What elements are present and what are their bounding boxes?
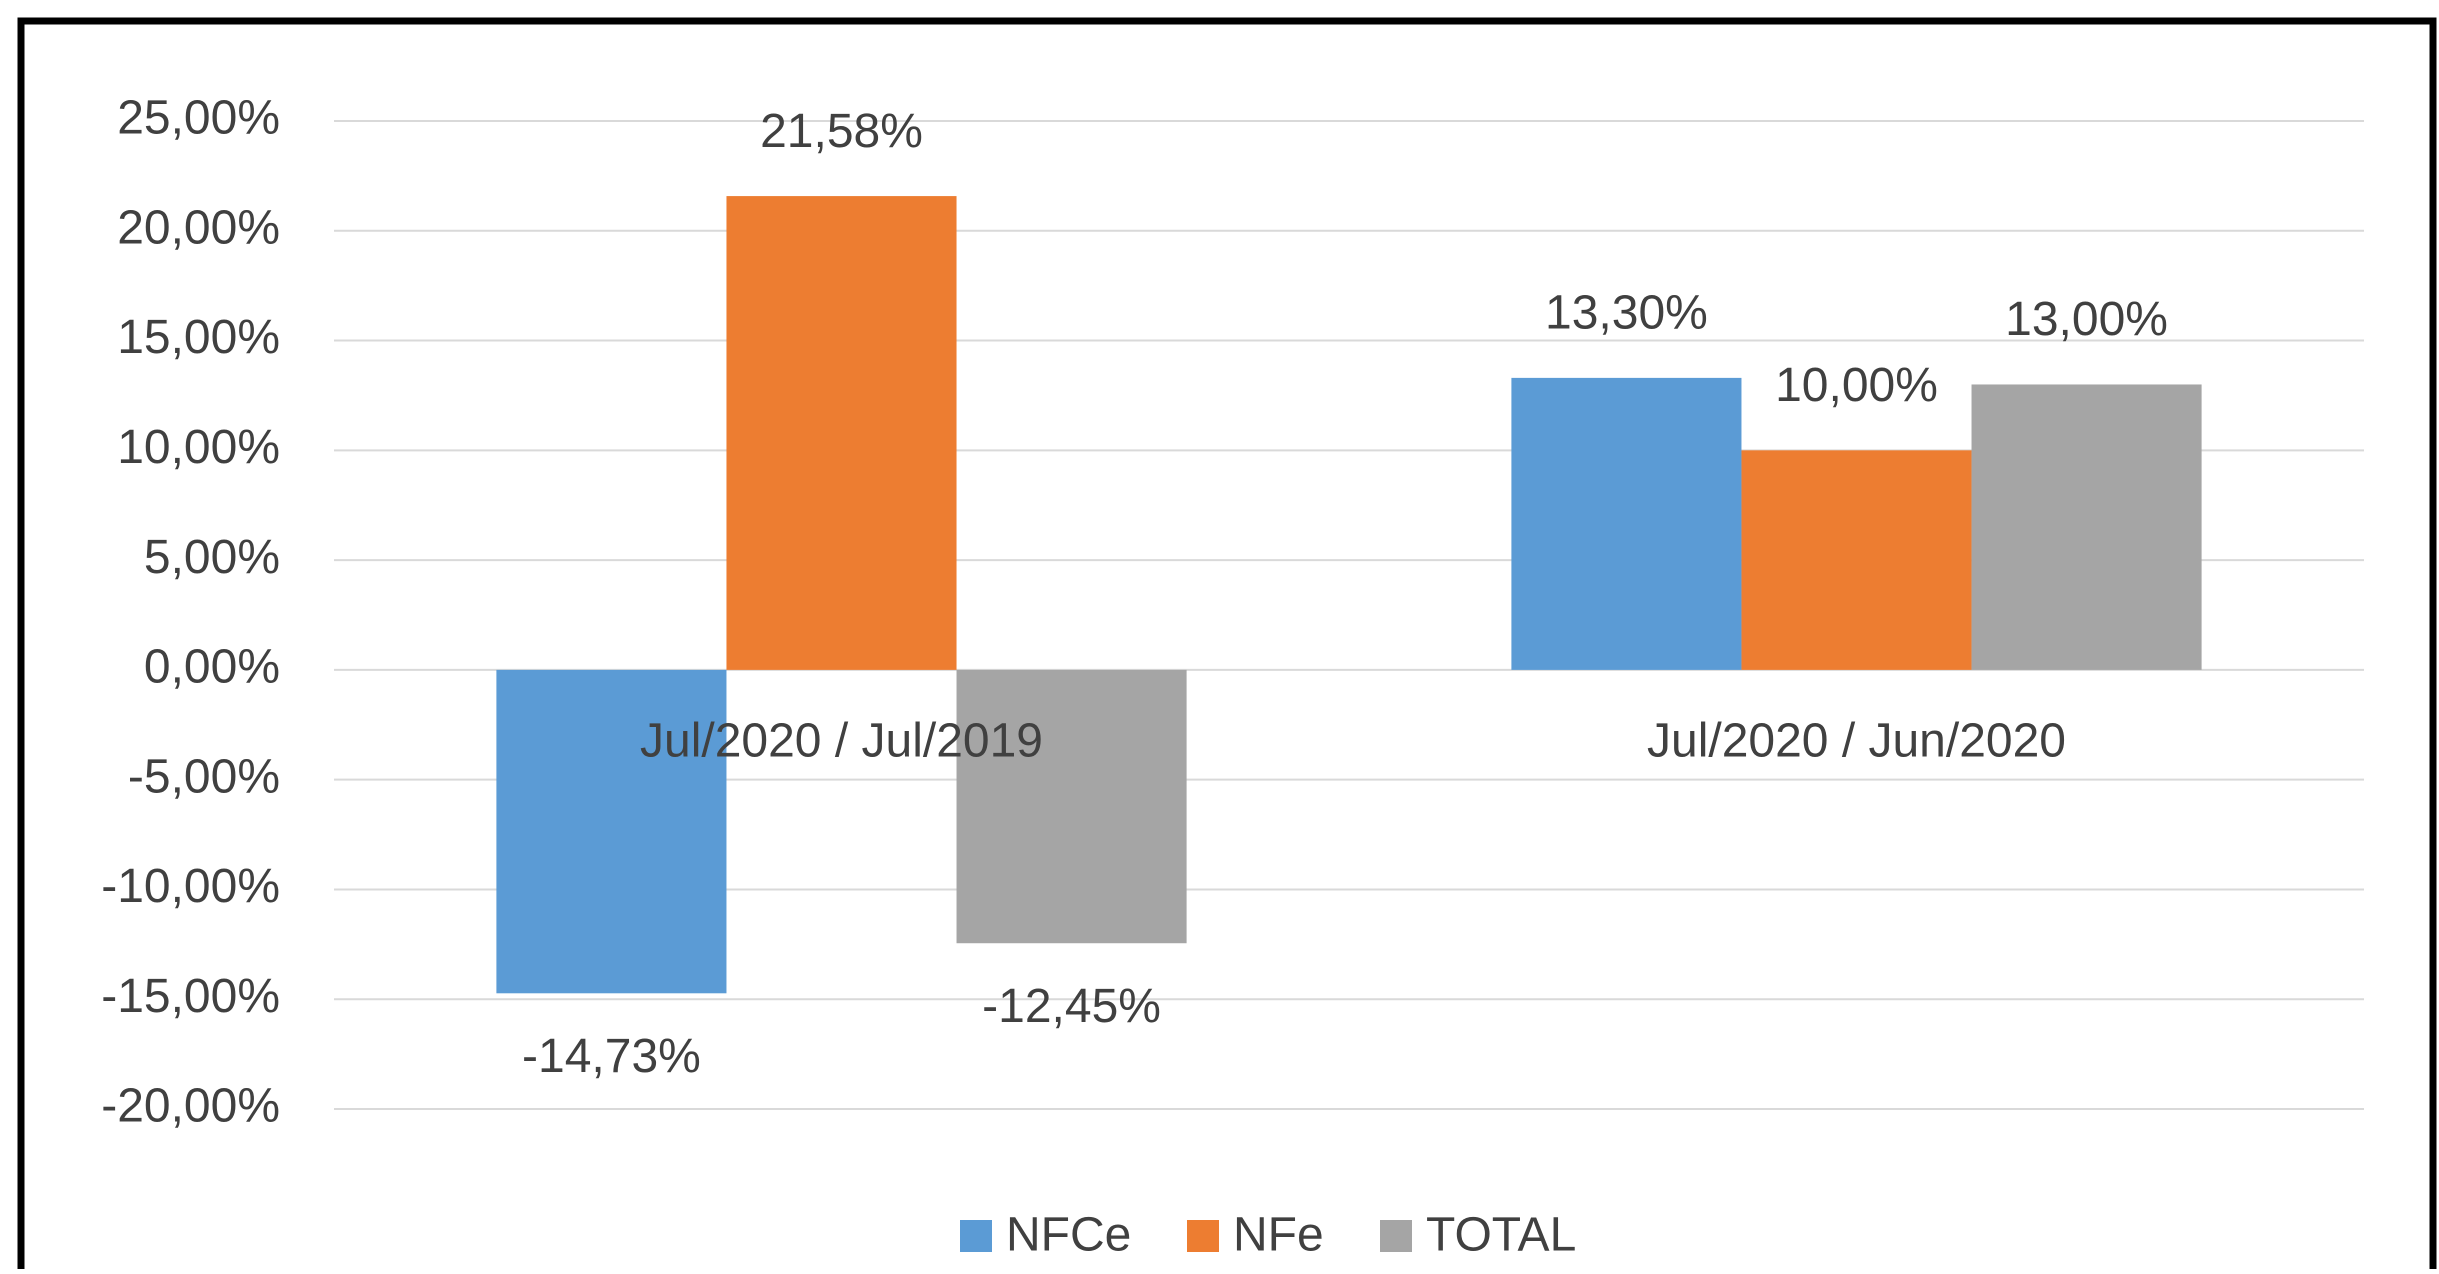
bar [1511, 377, 1742, 670]
y-tick-label: 10,00% [117, 421, 280, 474]
x-tick-label: Jul/2020 / Jun/2020 [1647, 715, 2066, 768]
x-tick-label: Jul/2020 / Jul/2019 [640, 715, 1043, 768]
y-tick-label: 0,00% [144, 641, 280, 694]
border [17, 17, 2437, 1269]
y-tick-label: 25,00% [117, 92, 280, 145]
data-label: 13,30% [1545, 287, 1708, 340]
y-tick-label: -15,00% [101, 970, 280, 1023]
legend-label: TOTAL [1426, 1209, 1576, 1262]
y-tick-label: -10,00% [101, 860, 280, 913]
legend-swatch [1187, 1220, 1219, 1252]
bar [1971, 384, 2202, 670]
legend-label: NFCe [1006, 1209, 1131, 1262]
y-tick-label: 15,00% [117, 311, 280, 364]
y-tick-label: 5,00% [144, 531, 280, 584]
bar [1741, 450, 1972, 670]
legend-swatch [960, 1220, 992, 1252]
bar [726, 196, 957, 670]
y-tick-label: -5,00% [128, 750, 280, 803]
data-label: 21,58% [760, 105, 923, 158]
legend-label: NFe [1233, 1209, 1324, 1262]
bar [956, 669, 1187, 944]
legend-swatch [1380, 1220, 1412, 1252]
y-tick-label: -20,00% [101, 1080, 280, 1133]
y-tick-label: 20,00% [117, 201, 280, 254]
bar [496, 669, 727, 994]
data-label: 13,00% [2005, 293, 2168, 346]
data-label: -12,45% [982, 980, 1161, 1033]
data-label: 10,00% [1775, 359, 1938, 412]
data-label: -14,73% [522, 1030, 701, 1083]
